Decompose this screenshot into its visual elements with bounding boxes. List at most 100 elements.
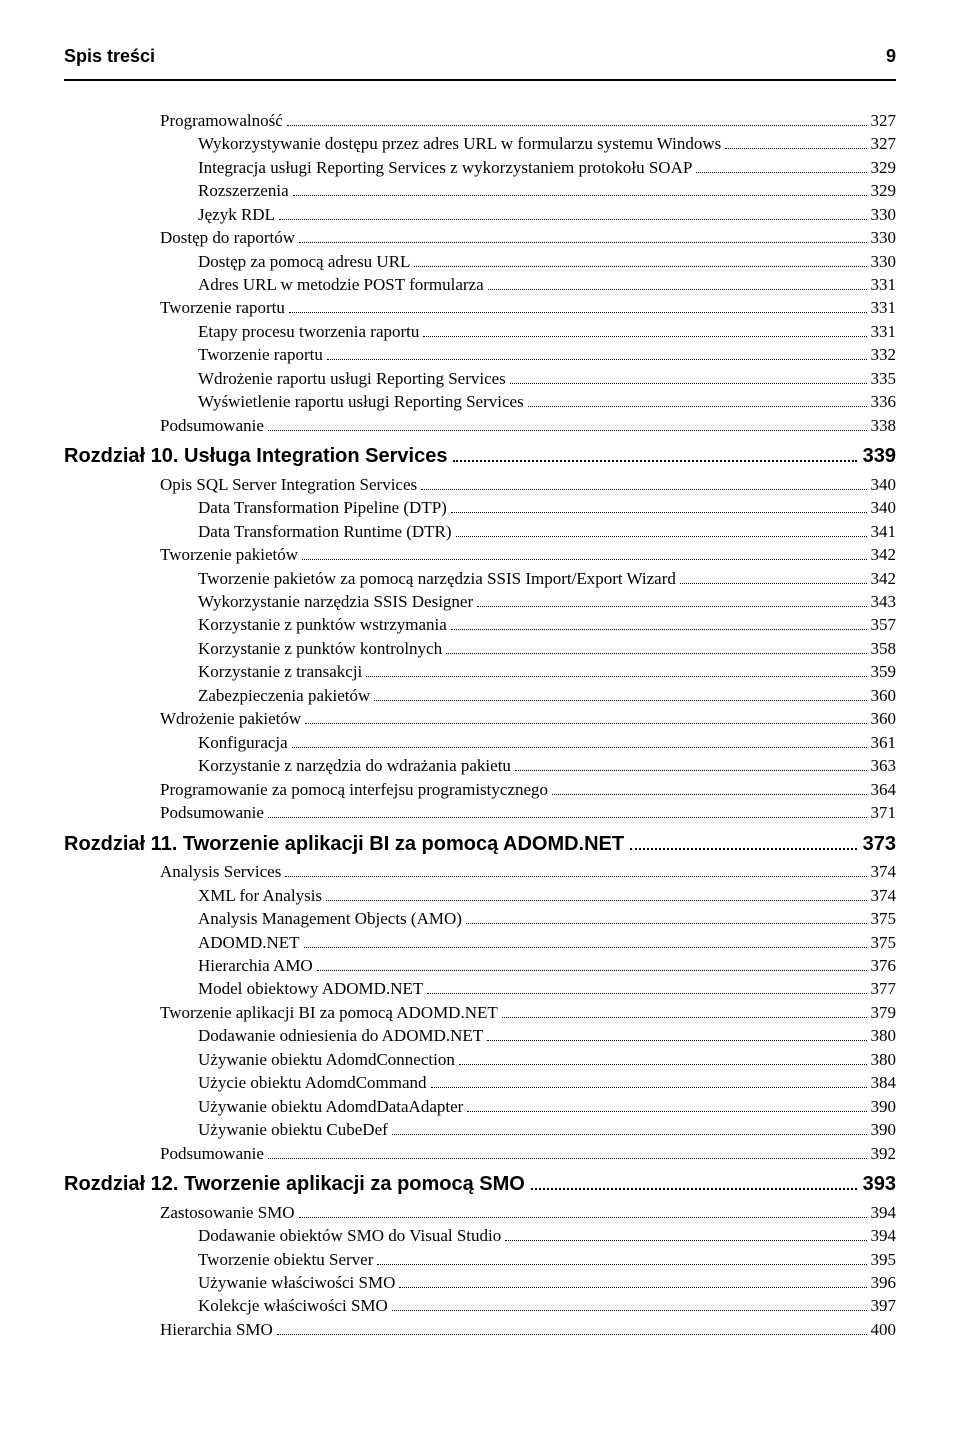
toc-entry: Wyświetlenie raportu usługi Reporting Se…	[198, 390, 896, 413]
toc-entry-page: 380	[871, 1048, 897, 1071]
chapter-title: Rozdział 10. Usługa Integration Services	[64, 443, 447, 471]
toc-entry: Dostęp za pomocą adresu URL 330	[198, 250, 896, 273]
leader-dots	[552, 782, 866, 795]
toc-entry-page: 361	[871, 731, 897, 754]
leader-dots	[680, 571, 867, 584]
leader-dots	[305, 712, 866, 725]
toc-entry-page: 331	[871, 273, 897, 296]
toc-entry-title: Rozszerzenia	[198, 179, 289, 202]
toc-entry: Tworzenie raportu 332	[198, 343, 896, 366]
toc-entry-page: 384	[871, 1071, 897, 1094]
leader-dots	[456, 524, 867, 537]
header-rule	[64, 79, 896, 81]
toc-entry-title: Tworzenie pakietów	[160, 543, 298, 566]
toc-entry-page: 400	[871, 1318, 897, 1341]
toc-entry-title: Podsumowanie	[160, 414, 264, 437]
toc-entry: Zabezpieczenia pakietów 360	[198, 684, 896, 707]
toc-entry: Tworzenie raportu 331	[160, 296, 896, 319]
toc-entry: Analysis Services 374	[160, 860, 896, 883]
toc-entry: Wykorzystanie narzędzia SSIS Designer 34…	[198, 590, 896, 613]
leader-dots	[515, 758, 867, 771]
leader-dots	[528, 395, 867, 408]
leader-dots	[299, 1205, 867, 1218]
leader-dots	[279, 207, 867, 220]
toc-entry-page: 379	[871, 1001, 897, 1024]
toc-entry-title: Analysis Management Objects (AMO)	[198, 907, 462, 930]
toc-entry-title: Programowanie za pomocą interfejsu progr…	[160, 778, 548, 801]
toc-entry: Rozszerzenia 329	[198, 179, 896, 202]
leader-dots	[427, 982, 866, 995]
leader-dots	[505, 1228, 866, 1241]
chapter-heading: Rozdział 11. Tworzenie aplikacji BI za p…	[64, 831, 896, 859]
leader-dots	[531, 1174, 857, 1190]
toc-entry-page: 342	[871, 543, 897, 566]
toc-entry: Używanie obiektu AdomdDataAdapter 390	[198, 1095, 896, 1118]
leader-dots	[414, 254, 866, 267]
toc-entry: Podsumowanie 338	[160, 414, 896, 437]
leader-dots	[453, 446, 856, 462]
chapter-title: Rozdział 12. Tworzenie aplikacji za pomo…	[64, 1171, 525, 1199]
toc-entry-page: 340	[871, 473, 897, 496]
toc-entry-page: 332	[871, 343, 897, 366]
toc-entry-page: 359	[871, 660, 897, 683]
toc-entry-title: Dostęp za pomocą adresu URL	[198, 250, 410, 273]
toc-entry-title: Wykorzystanie narzędzia SSIS Designer	[198, 590, 473, 613]
leader-dots	[467, 1099, 866, 1112]
leader-dots	[725, 137, 866, 150]
leader-dots	[451, 500, 867, 513]
toc-entry-title: Używanie obiektu AdomdConnection	[198, 1048, 455, 1071]
toc-entry: ADOMD.NET 375	[198, 931, 896, 954]
toc-entry: Tworzenie obiektu Server 395	[198, 1248, 896, 1271]
toc-entry-title: Wdrożenie raportu usługi Reporting Servi…	[198, 367, 506, 390]
leader-dots	[377, 1252, 866, 1265]
toc-entry: Hierarchia SMO 400	[160, 1318, 896, 1341]
toc-entry-page: 330	[871, 226, 897, 249]
leader-dots	[366, 665, 866, 678]
toc-entry-page: 360	[871, 684, 897, 707]
toc-entry: Dostęp do raportów 330	[160, 226, 896, 249]
leader-dots	[423, 324, 866, 337]
toc-entry-title: XML for Analysis	[198, 884, 322, 907]
toc-entry-page: 390	[871, 1095, 897, 1118]
toc-entry-page: 371	[871, 801, 897, 824]
leader-dots	[327, 348, 867, 361]
toc-entry-page: 375	[871, 931, 897, 954]
toc-entry-page: 374	[871, 884, 897, 907]
chapter-page: 339	[863, 443, 896, 471]
toc-entry-title: Dodawanie obiektów SMO do Visual Studio	[198, 1224, 501, 1247]
toc-entry-title: Wyświetlenie raportu usługi Reporting Se…	[198, 390, 524, 413]
toc-entry: Język RDL 330	[198, 203, 896, 226]
leader-dots	[487, 1029, 866, 1042]
toc-entry-page: 375	[871, 907, 897, 930]
chapter-page: 393	[863, 1171, 896, 1199]
toc-entry: Używanie obiektu AdomdConnection 380	[198, 1048, 896, 1071]
leader-dots	[292, 735, 867, 748]
chapter-heading: Rozdział 10. Usługa Integration Services…	[64, 443, 896, 471]
toc-entry-title: Podsumowanie	[160, 801, 264, 824]
toc-entry: Użycie obiektu AdomdCommand 384	[198, 1071, 896, 1094]
toc-entry-page: 329	[871, 156, 897, 179]
leader-dots	[459, 1052, 867, 1065]
leader-dots	[421, 477, 866, 490]
toc-entry-title: Używanie obiektu AdomdDataAdapter	[198, 1095, 463, 1118]
leader-dots	[268, 805, 867, 818]
toc-entry-title: Etapy procesu tworzenia raportu	[198, 320, 419, 343]
toc-entry-title: Dostęp do raportów	[160, 226, 295, 249]
toc-entry-page: 331	[871, 320, 897, 343]
leader-dots	[293, 183, 867, 196]
toc-entry-page: 327	[871, 132, 897, 155]
toc-entry-page: 390	[871, 1118, 897, 1141]
toc-entry-page: 377	[871, 977, 897, 1000]
toc-entry-title: Język RDL	[198, 203, 275, 226]
leader-dots	[302, 547, 866, 560]
toc-entry-title: Zastosowanie SMO	[160, 1201, 295, 1224]
running-header: Spis treści 9	[64, 44, 896, 69]
toc-entry-title: Korzystanie z transakcji	[198, 660, 362, 683]
toc-entry-title: ADOMD.NET	[198, 931, 300, 954]
toc-entry-page: 336	[871, 390, 897, 413]
toc-entry-page: 358	[871, 637, 897, 660]
toc-entry-title: Adres URL w metodzie POST formularza	[198, 273, 484, 296]
toc-entry-page: 341	[871, 520, 897, 543]
toc-entry: Używanie właściwości SMO 396	[198, 1271, 896, 1294]
toc-entry-title: Data Transformation Runtime (DTR)	[198, 520, 452, 543]
